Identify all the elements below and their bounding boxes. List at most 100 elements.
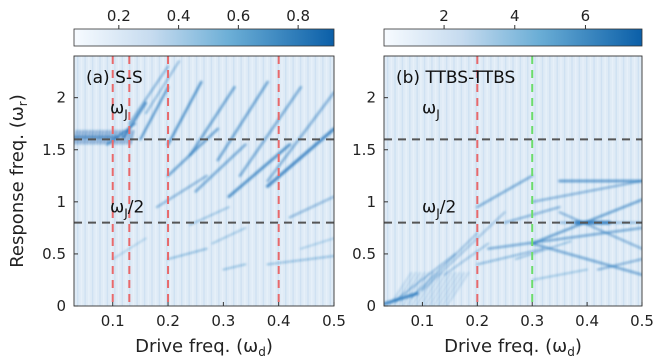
panel-b-reference-lines xyxy=(384,56,642,306)
heatmap-feature xyxy=(421,211,506,292)
heatmap-feature xyxy=(410,232,479,299)
colorbar-b: 2 4 6 xyxy=(383,7,643,47)
hline-label: ωJ xyxy=(110,98,128,121)
y-tick-label: 0.5 xyxy=(352,245,376,263)
heatmap-feature xyxy=(443,242,490,276)
heatmap-feature xyxy=(139,86,170,141)
panel-label: (b) TTBS-TTBS xyxy=(396,68,515,88)
colorbar-a-ticks: 0.2 0.4 0.6 0.8 xyxy=(107,7,310,29)
heatmap-feature xyxy=(122,129,128,145)
heatmap-feature xyxy=(384,291,419,306)
y-tick-label: 0 xyxy=(56,297,66,315)
heatmap-feature xyxy=(300,237,334,250)
heatmap-feature xyxy=(531,180,642,203)
heatmap-feature xyxy=(145,60,180,115)
heatmap-feature xyxy=(128,65,169,125)
colorbar-tick-label: 4 xyxy=(510,7,520,25)
heatmap-feature xyxy=(266,255,334,266)
x-axis-label-b: Drive freq. (ωd) xyxy=(444,336,582,359)
heatmap-feature xyxy=(189,206,230,226)
heatmap-feature xyxy=(415,272,439,306)
panel-a-annotations: (a) S-S ωJ ωJ/2 xyxy=(86,68,144,221)
panel-a-texture xyxy=(74,56,331,306)
heatmap-feature xyxy=(419,272,443,306)
y-tick-label: 0 xyxy=(366,297,376,315)
heatmap-feature xyxy=(112,237,147,260)
y-tick-label: 2 xyxy=(56,89,66,107)
x-tick-label: 0.5 xyxy=(630,312,654,330)
hline-label: ωJ/2 xyxy=(422,198,456,221)
colorbar-tick-label: 0.2 xyxy=(107,7,131,25)
heatmap-feature xyxy=(227,143,292,199)
y-axis-label: Response freq. (ωr) xyxy=(7,94,30,268)
panel-label: (a) S-S xyxy=(86,68,143,88)
panel-a-reference-lines xyxy=(74,56,334,306)
heatmap-feature xyxy=(188,86,236,157)
panel-b: 0.1 0.2 0.3 0.4 0.5 0 0.5 1 1.5 2 (b) TTBS-TTBS ωJ… xyxy=(352,55,654,330)
x-axis-label-a: Drive freq. (ωd) xyxy=(135,336,273,359)
y-tick-label: 1.5 xyxy=(42,141,66,159)
heatmap-feature xyxy=(166,127,220,177)
panel-b-frame xyxy=(383,55,643,307)
heatmap-feature xyxy=(432,272,456,306)
panel-a-frame xyxy=(73,55,335,307)
colorbar-b-ticks: 2 4 6 xyxy=(439,7,590,29)
colorbar-b-bar xyxy=(383,28,643,47)
heatmap-feature xyxy=(266,127,334,188)
heatmap-feature xyxy=(238,86,303,177)
colorbar-a-bar xyxy=(73,28,335,47)
y-tick-label: 2 xyxy=(366,89,376,107)
heatmap-feature xyxy=(476,174,534,209)
heatmap-feature xyxy=(437,272,461,306)
x-tick-label: 0.2 xyxy=(465,312,489,330)
colorbar-tick-label: 0.8 xyxy=(286,7,310,25)
heatmap-feature xyxy=(388,272,413,306)
heatmap-feature xyxy=(211,227,247,245)
y-tick-label: 0.5 xyxy=(42,245,66,263)
heatmap-feature xyxy=(445,272,470,306)
hline-label: ωJ/2 xyxy=(110,198,144,221)
heatmap-feature xyxy=(424,272,448,306)
panel-a-ticks: 0.1 0.2 0.3 0.4 0.5 0 0.5 1 1.5 2 xyxy=(42,89,346,330)
panel-a: 0.1 0.2 0.3 0.4 0.5 0 0.5 1 1.5 2 (a) S-S ωJ ωJ/2 xyxy=(42,55,346,330)
x-tick-label: 0.1 xyxy=(410,312,434,330)
heatmap-feature xyxy=(194,143,247,193)
heatmap-feature xyxy=(155,174,208,209)
heatmap-feature xyxy=(402,272,426,306)
heatmap-feature xyxy=(476,247,545,266)
panel-b-ticks: 0.1 0.2 0.3 0.4 0.5 0 0.5 1 1.5 2 xyxy=(352,89,654,330)
heatmap-feature xyxy=(406,272,430,306)
x-tick-label: 0.3 xyxy=(520,312,544,330)
x-tick-label: 0.3 xyxy=(211,312,235,330)
colorbar-tick-label: 0.6 xyxy=(226,7,250,25)
heatmap-feature xyxy=(266,91,334,183)
heatmap-feature xyxy=(514,240,572,260)
heatmap-feature xyxy=(167,247,208,260)
y-tick-label: 1 xyxy=(366,193,376,211)
colorbar-tick-label: 0.4 xyxy=(167,7,191,25)
colorbar-tick-label: 2 xyxy=(439,7,449,25)
heatmap-feature xyxy=(288,195,334,219)
heatmap-feature xyxy=(166,80,203,146)
x-tick-label: 0.5 xyxy=(322,312,346,330)
panel-b-features xyxy=(384,174,642,306)
heatmap-feature xyxy=(597,258,642,271)
x-tick-label: 0.1 xyxy=(101,312,125,330)
heatmap-feature xyxy=(531,268,588,281)
y-tick-label: 1 xyxy=(56,193,66,211)
heatmap-feature xyxy=(441,272,465,306)
y-tick-label: 1.5 xyxy=(352,141,376,159)
colorbar-a: 0.2 0.4 0.6 0.8 xyxy=(73,7,335,47)
heatmap-feature xyxy=(558,211,642,250)
heatmap-feature xyxy=(222,263,247,271)
colorbar-tick-label: 6 xyxy=(581,7,591,25)
panel-b-annotations: (b) TTBS-TTBS ωJ ωJ/2 xyxy=(396,68,515,221)
heatmap-feature xyxy=(129,129,135,145)
heatmap-feature xyxy=(394,253,457,302)
hline-label: ωJ xyxy=(422,98,440,121)
heatmap-feature xyxy=(216,80,269,162)
heatmap-feature xyxy=(428,272,452,306)
x-tick-label: 0.4 xyxy=(267,312,291,330)
panel-a-features xyxy=(74,60,334,271)
